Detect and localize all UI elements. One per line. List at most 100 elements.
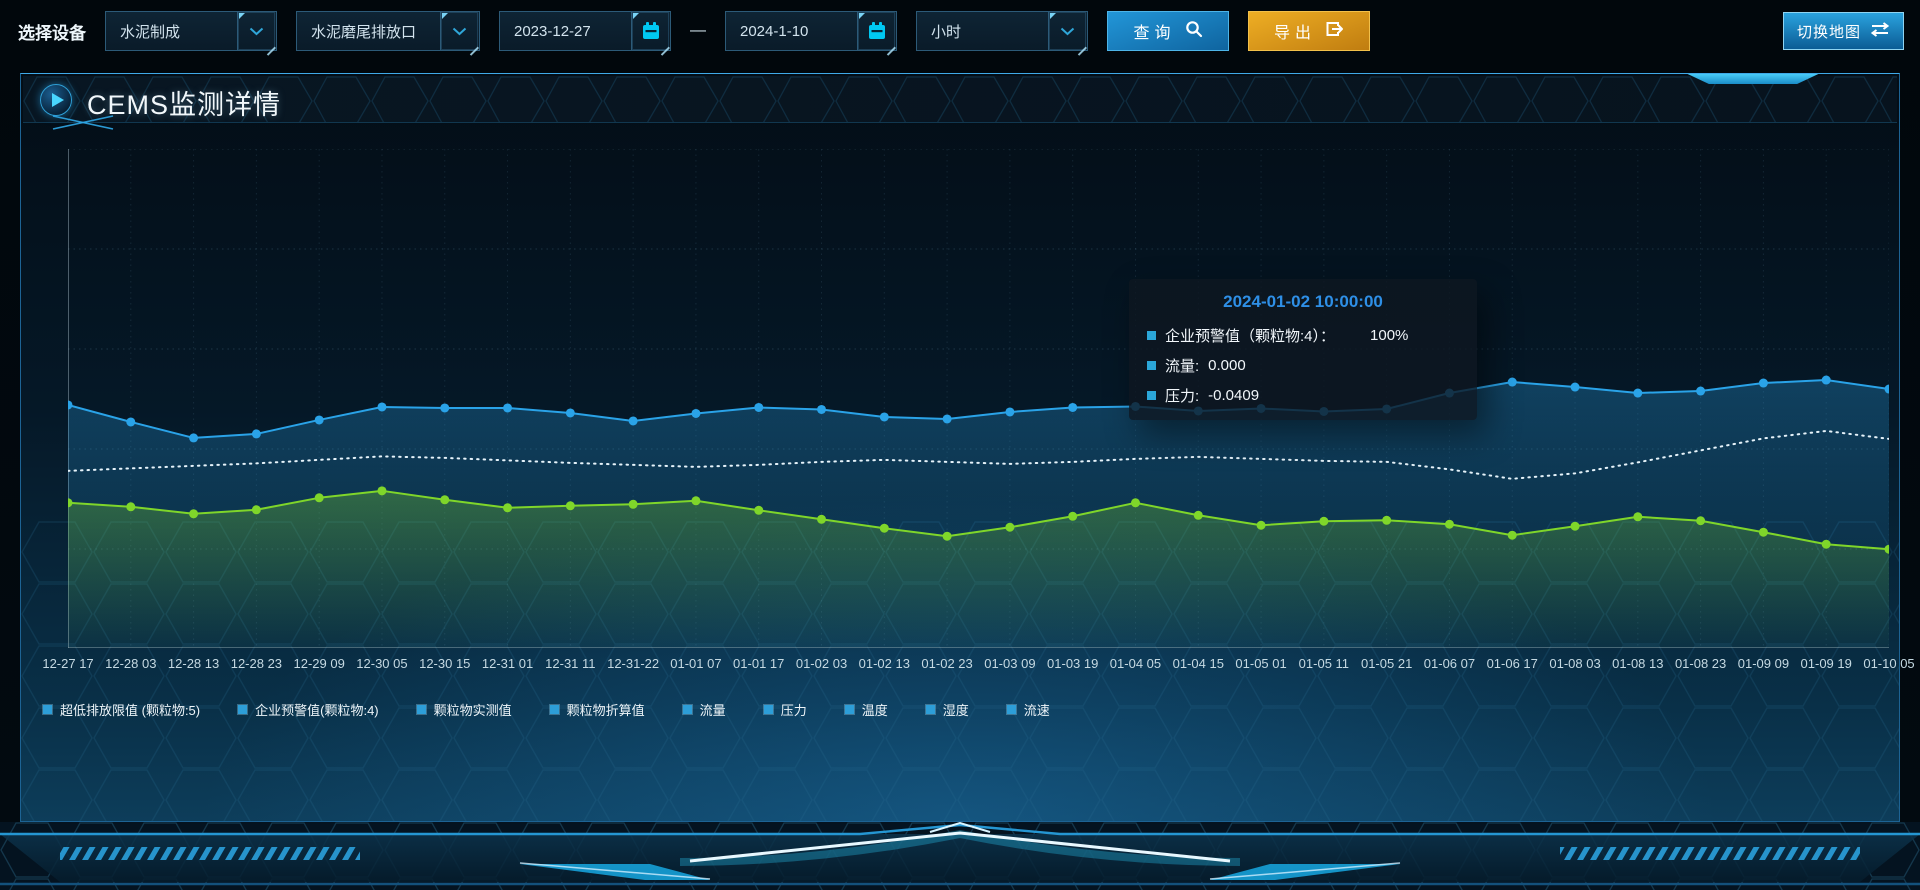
- data-point[interactable]: [1382, 404, 1392, 414]
- data-point[interactable]: [817, 514, 827, 524]
- interval-select[interactable]: 小时: [916, 11, 1088, 51]
- data-point[interactable]: [1884, 544, 1890, 554]
- x-axis-label: 12-28 23: [230, 656, 283, 671]
- data-point[interactable]: [1758, 527, 1768, 537]
- legend-marker: [238, 705, 248, 714]
- end-date-picker[interactable]: 2024-1-10: [725, 11, 897, 51]
- data-point[interactable]: [1193, 406, 1203, 416]
- data-point[interactable]: [754, 505, 764, 515]
- data-point[interactable]: [1821, 375, 1831, 385]
- data-point[interactable]: [1130, 401, 1140, 411]
- data-point[interactable]: [628, 416, 638, 426]
- legend-item[interactable]: 湿度: [925, 700, 969, 719]
- data-point[interactable]: [68, 498, 73, 508]
- line-chart[interactable]: [68, 149, 1889, 648]
- data-point[interactable]: [942, 414, 952, 424]
- data-point[interactable]: [126, 417, 136, 427]
- legend-item[interactable]: 企业预警值(颗粒物:4): [238, 700, 379, 719]
- data-point[interactable]: [1444, 519, 1454, 529]
- interval-value: 小时: [931, 23, 962, 41]
- x-axis-label: 12-30 15: [419, 656, 471, 671]
- data-point[interactable]: [942, 531, 952, 541]
- data-point[interactable]: [1633, 388, 1643, 398]
- x-axis-label: 01-02 23: [921, 656, 973, 671]
- data-point[interactable]: [126, 502, 136, 512]
- data-point[interactable]: [879, 523, 889, 533]
- swap-arrows-icon: [1870, 21, 1890, 41]
- data-point[interactable]: [1570, 382, 1580, 392]
- data-point[interactable]: [628, 499, 638, 509]
- x-axis-label: 01-08 23: [1674, 656, 1727, 671]
- switch-map-label: 切换地图: [1796, 23, 1861, 41]
- switch-map-button[interactable]: 切换地图: [1782, 12, 1904, 50]
- data-point[interactable]: [1444, 388, 1454, 398]
- data-point[interactable]: [1507, 377, 1517, 387]
- x-axis-label: 01-02 03: [795, 656, 848, 671]
- calendar-icon[interactable]: [631, 12, 669, 50]
- data-point[interactable]: [1130, 498, 1140, 508]
- chevron-down-icon[interactable]: [237, 12, 275, 50]
- data-point[interactable]: [503, 503, 513, 513]
- legend-item[interactable]: 颗粒物实测值: [416, 700, 512, 719]
- data-point[interactable]: [314, 493, 324, 503]
- device-type-select[interactable]: 水泥制成: [105, 11, 277, 51]
- legend-item[interactable]: 流速: [1006, 700, 1050, 719]
- data-point[interactable]: [1256, 520, 1266, 530]
- legend-item[interactable]: 温度: [844, 700, 888, 719]
- data-point[interactable]: [1319, 406, 1329, 416]
- data-point[interactable]: [503, 403, 513, 413]
- data-point[interactable]: [251, 429, 261, 439]
- data-point[interactable]: [440, 403, 450, 413]
- data-point[interactable]: [189, 433, 199, 443]
- data-point[interactable]: [1193, 510, 1203, 520]
- data-point[interactable]: [565, 501, 575, 511]
- data-point[interactable]: [1821, 539, 1831, 549]
- chevron-down-icon[interactable]: [440, 12, 478, 50]
- data-point[interactable]: [754, 402, 764, 412]
- data-point[interactable]: [1570, 521, 1580, 531]
- data-point[interactable]: [1256, 403, 1266, 413]
- data-point[interactable]: [377, 402, 387, 412]
- data-point[interactable]: [1758, 378, 1768, 388]
- data-point[interactable]: [565, 408, 575, 418]
- start-date-picker[interactable]: 2023-12-27: [499, 11, 671, 51]
- legend-item[interactable]: 流量: [682, 700, 726, 719]
- data-point[interactable]: [691, 496, 701, 506]
- top-toolbar: 选择设备 水泥制成 水泥磨尾排放口 2023-12-27 — 2024-1-10: [0, 0, 1920, 62]
- data-point[interactable]: [1068, 511, 1078, 521]
- chevron-down-icon[interactable]: [1048, 12, 1086, 50]
- legend-item[interactable]: 超低排放限值 (颗粒物:5): [43, 700, 200, 719]
- data-point[interactable]: [1633, 512, 1643, 522]
- legend-item[interactable]: 颗粒物折算值: [549, 700, 645, 719]
- data-point[interactable]: [879, 412, 889, 422]
- data-point[interactable]: [1696, 516, 1706, 526]
- data-point[interactable]: [68, 400, 73, 410]
- x-axis-label: 01-01 17: [733, 656, 785, 671]
- legend-label: 企业预警值(颗粒物:4): [255, 703, 379, 718]
- export-icon: [1325, 20, 1344, 43]
- data-point[interactable]: [1319, 516, 1329, 526]
- data-point[interactable]: [251, 505, 261, 515]
- data-point[interactable]: [1068, 402, 1078, 412]
- data-point[interactable]: [1382, 515, 1392, 525]
- outlet-select[interactable]: 水泥磨尾排放口: [296, 11, 480, 51]
- data-point[interactable]: [1005, 407, 1015, 417]
- data-point[interactable]: [189, 509, 199, 519]
- data-point[interactable]: [1884, 384, 1890, 394]
- data-point[interactable]: [691, 408, 701, 418]
- calendar-icon[interactable]: [857, 12, 895, 50]
- data-point[interactable]: [1507, 530, 1517, 540]
- start-date-value: 2023-12-27: [514, 22, 591, 40]
- data-point[interactable]: [314, 415, 324, 425]
- data-point[interactable]: [1696, 386, 1706, 396]
- query-button[interactable]: 查询: [1107, 11, 1229, 51]
- data-point[interactable]: [440, 495, 450, 505]
- data-point[interactable]: [1005, 522, 1015, 532]
- export-button[interactable]: 导出: [1248, 11, 1370, 51]
- chart-series: [68, 486, 1890, 554]
- data-point[interactable]: [377, 486, 387, 496]
- x-axis-label: 01-02 13: [858, 656, 910, 671]
- data-point[interactable]: [817, 404, 827, 414]
- legend-item[interactable]: 压力: [763, 700, 807, 719]
